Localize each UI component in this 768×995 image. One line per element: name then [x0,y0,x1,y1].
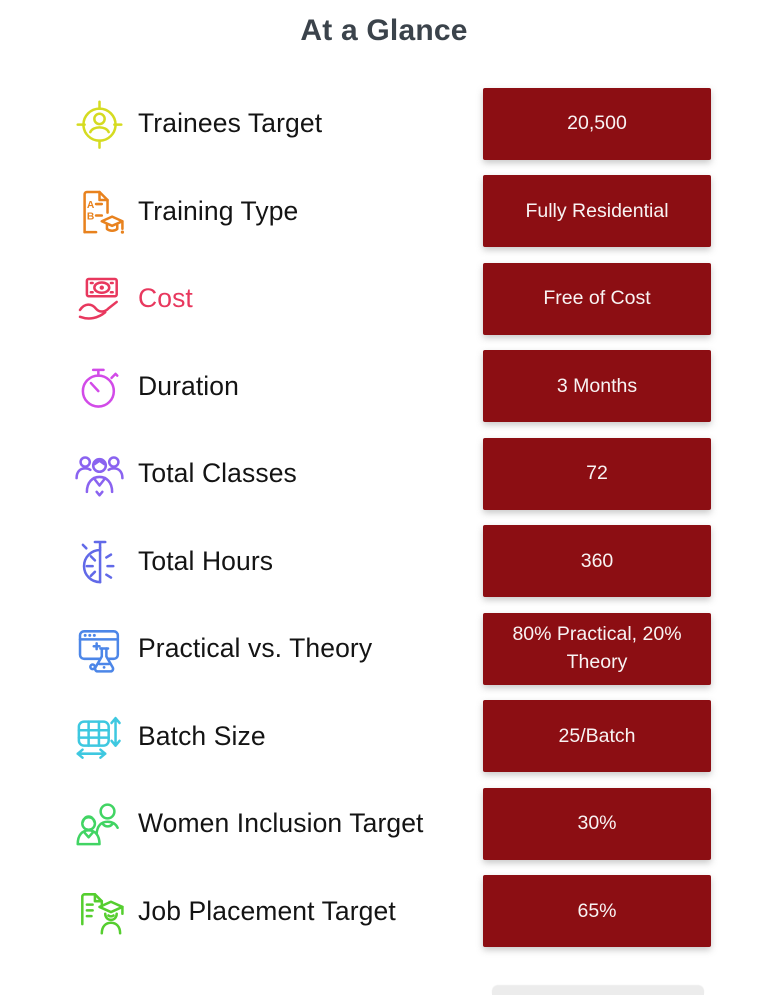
money-hand-icon [72,271,127,326]
row-label: Training Type [138,195,299,226]
value-box: 72 [483,437,711,510]
value-text: 25/Batch [558,724,636,747]
women-group-icon [72,796,127,851]
value-box: Fully Residential [483,175,711,248]
glance-list: Trainees Target 20,500 A B Training Type… [0,80,768,955]
row-trainees-target: Trainees Target 20,500 [72,80,711,168]
stopwatch-icon [72,359,127,414]
row-label: Batch Size [138,720,266,751]
row-duration: Duration 3 Months [72,343,711,431]
value-text: 72 [586,462,608,485]
row-batch-size: Batch Size 25/Batch [72,693,711,781]
document-graduate-icon [72,884,127,939]
value-box: 3 Months [483,350,711,423]
row-training-type: A B Training Type Fully Residential [72,168,711,256]
row-practical-theory: Practical vs. Theory 80% Practical, 20% … [72,605,711,693]
value-text: 360 [580,549,614,572]
browser-flask-icon [72,621,127,676]
half-clock-icon [72,534,127,589]
value-text: Fully Residential [525,199,669,222]
row-label: Practical vs. Theory [138,633,373,664]
row-total-classes: Total Classes 72 [72,430,711,518]
row-label: Trainees Target [138,108,323,139]
page-title: At a Glance [300,14,468,47]
row-cost: Cost Free of Cost [72,255,711,343]
next-row-box-peek [492,986,704,995]
row-job-placement: Job Placement Target 65% [72,868,711,956]
value-box: 30% [483,787,711,860]
value-text: Free of Cost [543,287,651,310]
value-box: Free of Cost [483,262,711,335]
svg-text:B: B [87,211,94,222]
row-label: Duration [138,370,239,401]
row-label: Total Hours [138,545,274,576]
row-label: Total Classes [138,458,297,489]
svg-text:A: A [87,200,95,211]
value-box: 360 [483,525,711,598]
value-text: 20,500 [567,112,627,135]
value-box: 20,500 [483,87,711,160]
group-people-icon [72,446,127,501]
value-box: 80% Practical, 20% Theory [483,612,711,685]
value-text: 80% Practical, 20% Theory [512,623,682,673]
row-total-hours: Total Hours 360 [72,518,711,606]
row-label: Cost [138,283,193,314]
row-women-inclusion: Women Inclusion Target 30% [72,780,711,868]
value-box: 65% [483,875,711,948]
value-text: 3 Months [556,374,638,397]
grid-resize-icon [72,709,127,764]
row-label: Women Inclusion Target [138,808,424,839]
document-ab-cap-icon: A B [72,184,127,239]
target-person-icon [72,96,127,151]
value-box: 25/Batch [483,700,711,773]
value-text: 30% [577,812,617,835]
row-label: Job Placement Target [138,895,396,926]
value-text: 65% [577,899,617,922]
